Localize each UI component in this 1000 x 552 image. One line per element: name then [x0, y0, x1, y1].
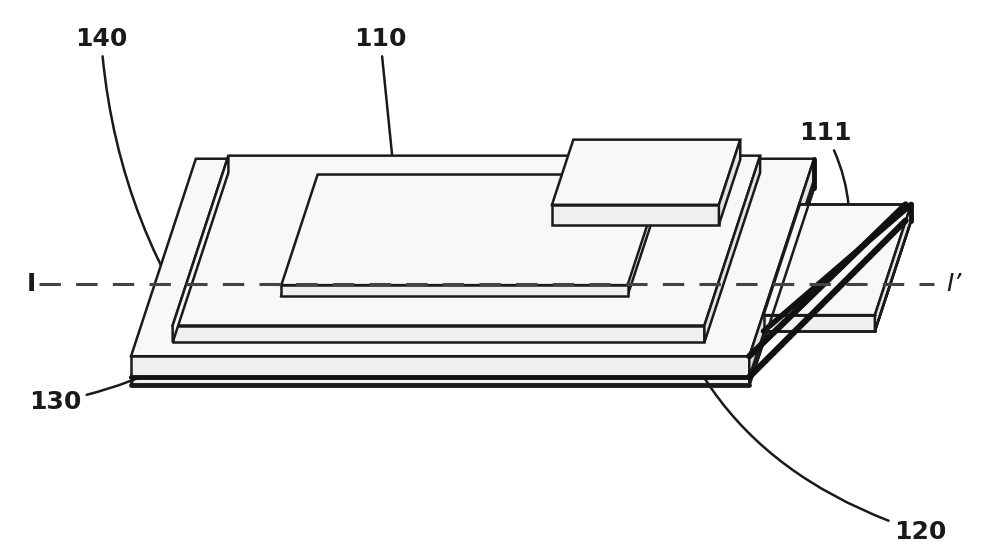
Polygon shape	[704, 156, 760, 342]
Polygon shape	[875, 204, 911, 331]
Text: I’: I’	[946, 272, 961, 296]
Polygon shape	[764, 315, 875, 331]
Text: 110: 110	[354, 26, 416, 351]
Text: 140: 140	[75, 26, 224, 367]
Text: 120: 120	[642, 178, 946, 544]
Polygon shape	[281, 285, 628, 296]
Polygon shape	[131, 179, 814, 377]
Polygon shape	[764, 204, 911, 315]
Polygon shape	[131, 377, 749, 385]
Polygon shape	[281, 185, 664, 296]
Text: I: I	[27, 272, 36, 296]
Polygon shape	[749, 179, 814, 385]
Polygon shape	[173, 156, 228, 342]
Polygon shape	[552, 140, 740, 205]
Polygon shape	[281, 174, 664, 285]
Text: 111: 111	[799, 121, 852, 262]
Text: 130: 130	[29, 189, 340, 414]
Polygon shape	[173, 156, 760, 326]
Polygon shape	[719, 140, 740, 225]
Polygon shape	[131, 159, 814, 356]
Polygon shape	[131, 356, 749, 377]
Polygon shape	[173, 326, 704, 342]
Polygon shape	[749, 159, 814, 377]
Polygon shape	[552, 205, 719, 225]
